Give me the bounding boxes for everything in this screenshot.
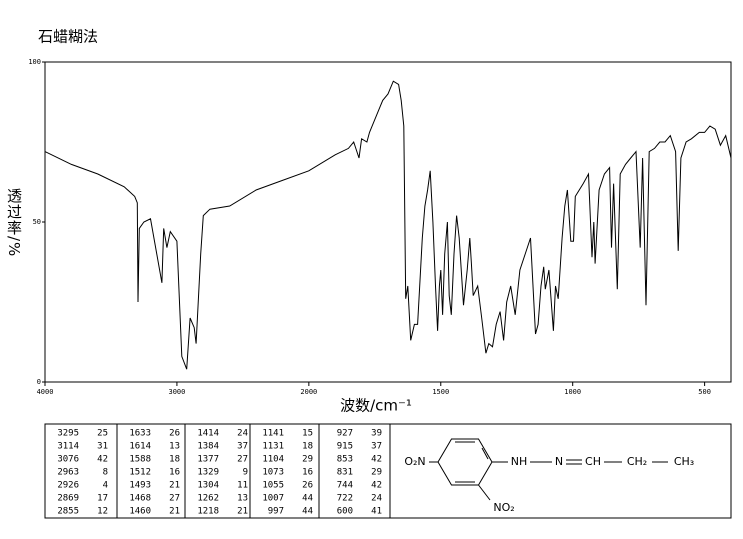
peak-wavenumber: 2869 xyxy=(57,494,79,504)
peak-wavenumber: 915 xyxy=(337,442,353,452)
peak-transmittance: 9 xyxy=(243,468,248,478)
ring-double-bond xyxy=(481,447,489,460)
structure-label: O₂N xyxy=(404,455,425,468)
peak-transmittance: 16 xyxy=(169,468,180,478)
peak-wavenumber: 1304 xyxy=(197,481,219,491)
peak-transmittance: 15 xyxy=(302,429,313,439)
peak-transmittance: 27 xyxy=(169,494,180,504)
peak-transmittance: 13 xyxy=(169,442,180,452)
peak-transmittance: 44 xyxy=(302,494,313,504)
peak-transmittance: 44 xyxy=(302,507,313,517)
peak-transmittance: 39 xyxy=(371,429,382,439)
x-axis-label: 波数/cm⁻¹ xyxy=(340,397,412,415)
peak-wavenumber: 1104 xyxy=(262,455,284,465)
bond xyxy=(478,484,491,501)
peak-wavenumber: 3295 xyxy=(57,429,79,439)
peak-transmittance: 16 xyxy=(302,468,313,478)
peak-wavenumber: 1073 xyxy=(262,468,284,478)
peak-wavenumber: 1007 xyxy=(262,494,284,504)
plot-frame xyxy=(44,61,732,383)
peak-transmittance: 31 xyxy=(97,442,108,452)
peak-transmittance: 11 xyxy=(237,481,248,491)
table-frame xyxy=(44,423,732,519)
peak-transmittance: 42 xyxy=(371,481,382,491)
peak-wavenumber: 3076 xyxy=(57,455,79,465)
peak-transmittance: 26 xyxy=(302,481,313,491)
peak-transmittance: 18 xyxy=(302,442,313,452)
peak-wavenumber: 1414 xyxy=(197,429,219,439)
structure-label: NO₂ xyxy=(493,501,514,514)
peak-wavenumber: 1460 xyxy=(129,507,151,517)
structure-label: N xyxy=(555,455,563,468)
peak-transmittance: 21 xyxy=(237,507,248,517)
peak-transmittance: 17 xyxy=(97,494,108,504)
structure-label: NH xyxy=(511,455,528,468)
peak-transmittance: 37 xyxy=(237,442,248,452)
peak-transmittance: 24 xyxy=(237,429,248,439)
peak-wavenumber: 1468 xyxy=(129,494,151,504)
peak-wavenumber: 744 xyxy=(337,481,353,491)
peak-transmittance: 29 xyxy=(371,468,382,478)
peak-transmittance: 25 xyxy=(97,429,108,439)
peak-wavenumber: 1512 xyxy=(129,468,151,478)
peak-wavenumber: 2855 xyxy=(57,507,79,517)
structure-label: CH₃ xyxy=(674,455,694,468)
peak-wavenumber: 1131 xyxy=(262,442,284,452)
peak-transmittance: 42 xyxy=(97,455,108,465)
peak-wavenumber: 1633 xyxy=(129,429,151,439)
peak-wavenumber: 1384 xyxy=(197,442,219,452)
peak-wavenumber: 853 xyxy=(337,455,353,465)
x-tick-label: 4000 xyxy=(37,388,54,396)
peak-wavenumber: 831 xyxy=(337,468,353,478)
peak-transmittance: 37 xyxy=(371,442,382,452)
peak-transmittance: 4 xyxy=(103,481,108,491)
peak-wavenumber: 1614 xyxy=(129,442,151,452)
peak-wavenumber: 1588 xyxy=(129,455,151,465)
peak-wavenumber: 1329 xyxy=(197,468,219,478)
peak-wavenumber: 3114 xyxy=(57,442,79,452)
y-tick-label: 50 xyxy=(33,218,41,226)
x-tick-label: 1000 xyxy=(564,388,581,396)
peak-transmittance: 21 xyxy=(169,507,180,517)
peak-transmittance: 41 xyxy=(371,507,382,517)
structure-label: CH₂ xyxy=(627,455,647,468)
peak-transmittance: 21 xyxy=(169,481,180,491)
structure-label: CH xyxy=(585,455,601,468)
peak-wavenumber: 1493 xyxy=(129,481,151,491)
x-tick-label: 2000 xyxy=(300,388,317,396)
peak-transmittance: 18 xyxy=(169,455,180,465)
benzene-ring xyxy=(437,438,493,486)
peak-wavenumber: 997 xyxy=(268,507,284,517)
peak-wavenumber: 2963 xyxy=(57,468,79,478)
peak-transmittance: 8 xyxy=(103,468,108,478)
peak-transmittance: 13 xyxy=(237,494,248,504)
peak-transmittance: 27 xyxy=(237,455,248,465)
peak-transmittance: 26 xyxy=(169,429,180,439)
peak-wavenumber: 600 xyxy=(337,507,353,517)
peak-transmittance: 12 xyxy=(97,507,108,517)
peak-wavenumber: 722 xyxy=(337,494,353,504)
spectrum-line xyxy=(44,80,732,370)
x-tick-label: 3000 xyxy=(168,388,185,396)
peak-transmittance: 29 xyxy=(302,455,313,465)
chart-title: 石蜡糊法 xyxy=(38,28,98,46)
peak-transmittance: 24 xyxy=(371,494,382,504)
y-axis-label: 透过率/% xyxy=(5,188,23,258)
peak-wavenumber: 1141 xyxy=(262,429,284,439)
peak-wavenumber: 927 xyxy=(337,429,353,439)
y-tick-label: 100 xyxy=(28,58,41,66)
structure-bonds xyxy=(429,438,668,501)
x-tick-label: 1500 xyxy=(432,388,449,396)
peak-wavenumber: 1377 xyxy=(197,455,219,465)
peak-wavenumber: 1218 xyxy=(197,507,219,517)
peak-wavenumber: 1055 xyxy=(262,481,284,491)
y-tick-label: 0 xyxy=(37,378,41,386)
peak-wavenumber: 1262 xyxy=(197,494,219,504)
x-tick-label: 500 xyxy=(698,388,711,396)
peak-transmittance: 42 xyxy=(371,455,382,465)
peak-wavenumber: 2926 xyxy=(57,481,79,491)
